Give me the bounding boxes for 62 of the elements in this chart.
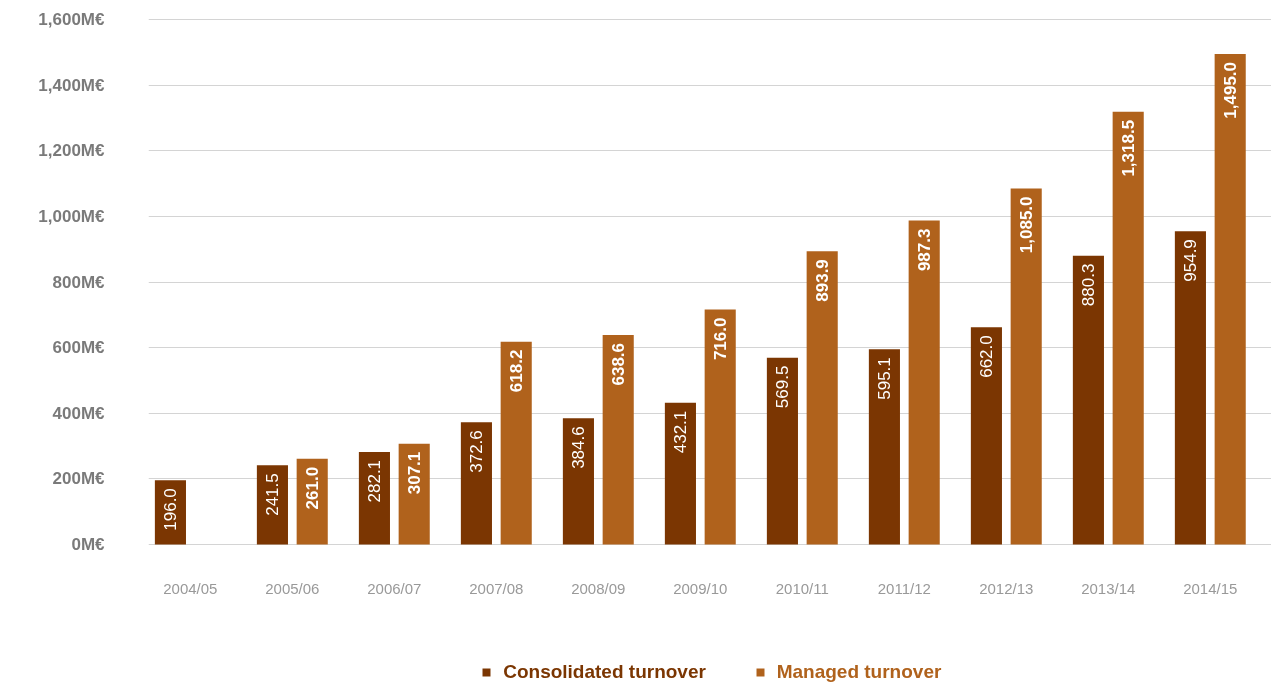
x-tick-label: 2007/08 bbox=[469, 579, 524, 597]
bar bbox=[500, 341, 532, 545]
bar bbox=[256, 465, 288, 545]
data-label: 987.3 bbox=[915, 228, 935, 272]
bar bbox=[398, 443, 430, 545]
y-tick-label: 600M€ bbox=[52, 338, 106, 358]
data-label: 595.1 bbox=[875, 357, 895, 400]
legend-label: Managed turnover bbox=[776, 661, 942, 683]
bar bbox=[1072, 255, 1104, 545]
y-tick-label: 200M€ bbox=[52, 469, 106, 489]
data-label: 954.9 bbox=[1181, 239, 1201, 282]
data-label: 880.3 bbox=[1079, 263, 1099, 307]
x-tick-label: 2011/12 bbox=[877, 579, 931, 597]
y-tick-label: 800M€ bbox=[52, 272, 106, 292]
x-tick-label: 2004/05 bbox=[163, 579, 218, 597]
data-label: 716.0 bbox=[711, 317, 731, 361]
y-tick-label: 1,000M€ bbox=[38, 206, 106, 226]
bar bbox=[602, 334, 634, 545]
bar bbox=[908, 220, 940, 545]
bar bbox=[1112, 111, 1144, 545]
data-label: 1,318.5 bbox=[1119, 119, 1139, 177]
data-label: 384.6 bbox=[569, 426, 589, 469]
y-tick-label: 1,600M€ bbox=[38, 10, 106, 29]
bar bbox=[460, 422, 492, 545]
data-label: 432.1 bbox=[671, 410, 691, 454]
x-tick-label: 2010/11 bbox=[775, 579, 829, 597]
data-label: 196.0 bbox=[161, 488, 181, 531]
bar bbox=[1010, 188, 1042, 545]
x-tick-label: 2012/13 bbox=[979, 579, 1034, 597]
x-tick-label: 2005/06 bbox=[265, 579, 320, 597]
data-label: 1,495.0 bbox=[1221, 61, 1241, 119]
x-tick-label: 2014/15 bbox=[1183, 579, 1238, 597]
bar bbox=[704, 309, 736, 545]
x-tick-label: 2009/10 bbox=[673, 579, 728, 597]
bar bbox=[806, 251, 838, 545]
x-tick-label: 2013/14 bbox=[1081, 579, 1136, 597]
y-tick-label: 1,400M€ bbox=[38, 75, 106, 95]
data-label: 282.1 bbox=[365, 459, 385, 503]
x-tick-label: 2006/07 bbox=[367, 579, 422, 597]
bar bbox=[868, 349, 900, 545]
data-label: 662.0 bbox=[977, 335, 997, 378]
bar bbox=[970, 327, 1002, 545]
bar bbox=[562, 418, 594, 545]
data-label: 618.2 bbox=[507, 349, 527, 393]
data-label: 307.1 bbox=[405, 451, 425, 495]
bar bbox=[664, 402, 696, 545]
bar bbox=[358, 451, 390, 545]
bar bbox=[1214, 53, 1246, 545]
legend-label: Consolidated turnover bbox=[503, 661, 706, 683]
data-label: 569.5 bbox=[773, 365, 793, 409]
data-label: 638.6 bbox=[609, 342, 629, 386]
bar bbox=[766, 357, 798, 545]
x-tick-label: 2008/09 bbox=[571, 579, 626, 597]
y-tick-label: 0M€ bbox=[71, 535, 106, 554]
data-label: 261.0 bbox=[303, 466, 323, 510]
data-label: 372.6 bbox=[467, 430, 487, 473]
bar bbox=[1174, 231, 1206, 545]
data-label: 1,085.0 bbox=[1017, 196, 1037, 254]
data-label: 241.5 bbox=[263, 473, 283, 516]
y-tick-label: 400M€ bbox=[52, 403, 106, 423]
data-label: 893.9 bbox=[813, 259, 833, 302]
y-tick-label: 1,200M€ bbox=[38, 141, 106, 161]
